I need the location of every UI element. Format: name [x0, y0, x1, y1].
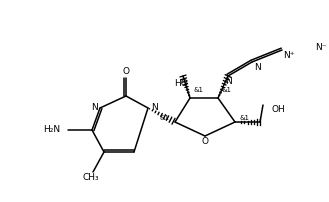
Text: N⁺: N⁺: [283, 50, 294, 60]
Text: N: N: [90, 103, 97, 113]
Text: H₂N: H₂N: [43, 125, 60, 135]
Text: O: O: [201, 138, 209, 146]
Text: &1: &1: [240, 115, 250, 121]
Text: &1: &1: [221, 87, 231, 93]
Text: HO: HO: [174, 79, 188, 87]
Text: N: N: [225, 77, 231, 85]
Text: N⁻: N⁻: [315, 42, 326, 52]
Text: &1: &1: [193, 87, 203, 93]
Text: OH: OH: [271, 104, 285, 114]
Text: O: O: [122, 66, 130, 76]
Text: CH₃: CH₃: [83, 174, 99, 182]
Text: N: N: [254, 62, 261, 72]
Text: &1: &1: [160, 115, 170, 121]
Text: N: N: [151, 103, 157, 113]
